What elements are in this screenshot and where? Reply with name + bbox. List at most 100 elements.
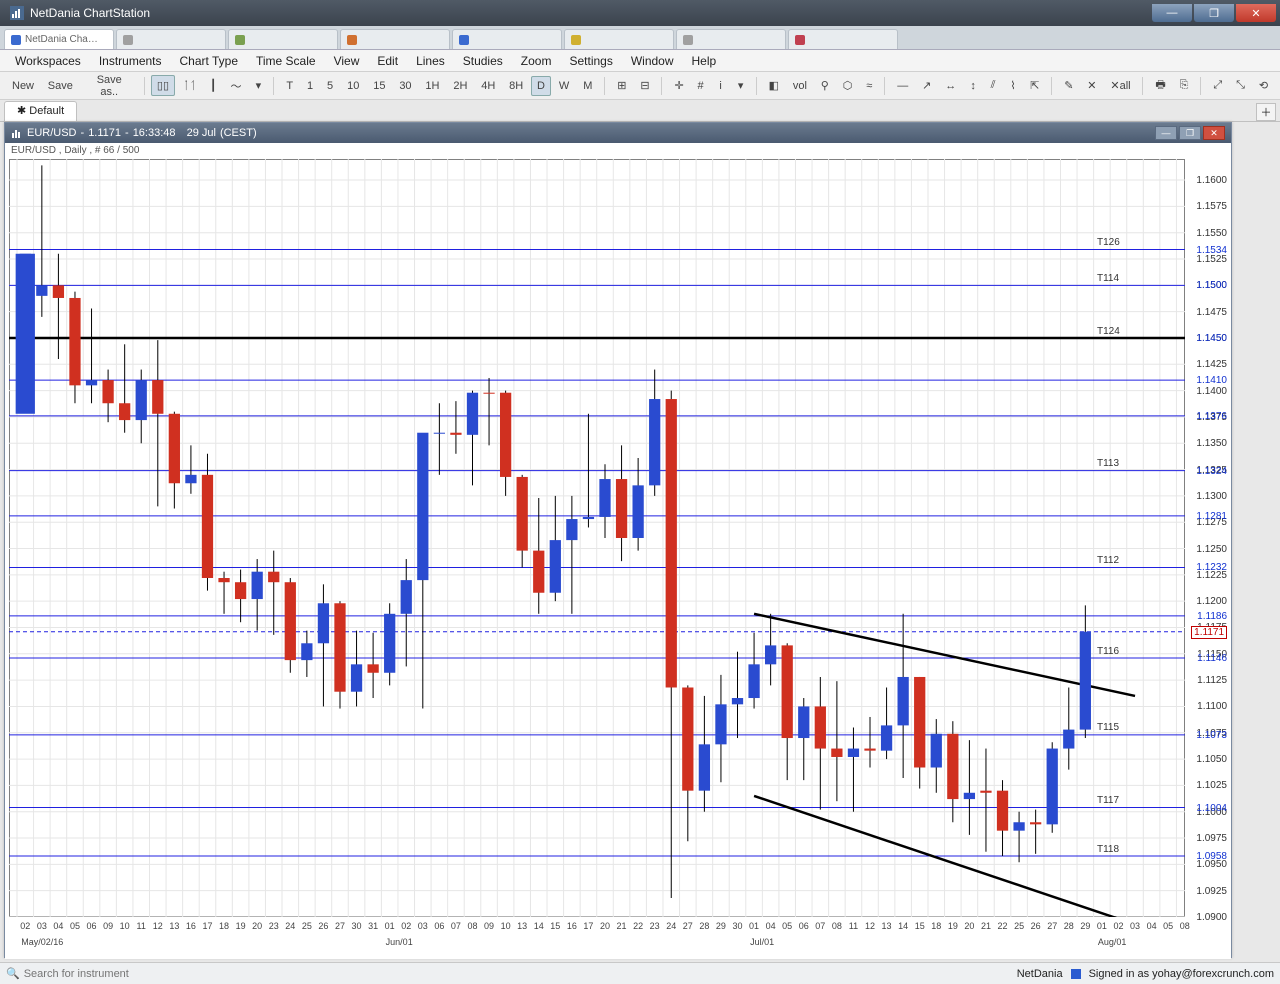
- toolbar-line-2[interactable]: ↔: [939, 76, 962, 96]
- toolbar-zoom-1[interactable]: ⊟: [634, 75, 655, 96]
- browser-tab[interactable]: [564, 29, 674, 49]
- toolbar-edit-1[interactable]: ✕: [1081, 75, 1102, 96]
- window-close-button[interactable]: ✕: [1236, 4, 1276, 22]
- toolbar-edit-0[interactable]: ✎: [1058, 75, 1079, 96]
- browser-tab[interactable]: [340, 29, 450, 49]
- toolbar-study-2[interactable]: ⚲: [815, 75, 835, 96]
- x-tick-day: 02: [401, 921, 411, 931]
- x-tick-day: 01: [1097, 921, 1107, 931]
- menu-instruments[interactable]: Instruments: [90, 51, 171, 71]
- toolbar-charttype-4[interactable]: ▾: [249, 75, 267, 96]
- toolbar-charttype-1[interactable]: ᛙᛐ: [177, 76, 202, 96]
- browser-tab[interactable]: [228, 29, 338, 49]
- menu-edit[interactable]: Edit: [368, 51, 407, 71]
- toolbar-line-6[interactable]: ⇱: [1024, 75, 1045, 96]
- menu-settings[interactable]: Settings: [560, 51, 621, 71]
- toolbar-save[interactable]: Save: [42, 76, 79, 96]
- menu-help[interactable]: Help: [683, 51, 726, 71]
- toolbar-tf-5[interactable]: 5: [321, 76, 339, 96]
- browser-tab[interactable]: [116, 29, 226, 49]
- toolbar-tf-30[interactable]: 30: [393, 76, 417, 96]
- toolbar-line-4[interactable]: ⫽: [984, 75, 1002, 96]
- app-icon: [10, 6, 24, 20]
- menu-window[interactable]: Window: [622, 51, 683, 71]
- toolbar-zoom-0[interactable]: ⊞: [611, 75, 632, 96]
- y-tick: 1.1475: [1196, 307, 1227, 318]
- x-tick-day: 16: [186, 921, 196, 931]
- menu-studies[interactable]: Studies: [454, 51, 512, 71]
- toolbar-tf-8H[interactable]: 8H: [503, 76, 529, 96]
- toolbar-study-1[interactable]: vol: [787, 76, 813, 96]
- y-tick: 1.1550: [1196, 228, 1227, 239]
- toolbar-line-1[interactable]: ↗: [916, 75, 937, 96]
- toolbar-cursor-0[interactable]: ✛: [668, 75, 689, 96]
- toolbar-study-3[interactable]: ⬡: [837, 75, 859, 96]
- toolbar-tf-D[interactable]: D: [531, 76, 551, 96]
- toolbar-nav-2[interactable]: ⟲: [1253, 75, 1274, 96]
- window-titlebar: NetDania ChartStation — ❐ ✕: [0, 0, 1280, 26]
- y-tick: 1.1400: [1196, 386, 1227, 397]
- chart-body[interactable]: EUR/USD , Daily , # 66 / 500 1.16001.157…: [5, 143, 1231, 959]
- x-tick-day: 07: [815, 921, 825, 931]
- x-tick-day: 18: [931, 921, 941, 931]
- toolbar-cursor-3[interactable]: ▾: [732, 75, 750, 96]
- toolbar-study-4[interactable]: ≈: [860, 76, 878, 96]
- toolbar-charttype-3[interactable]: 〜: [224, 74, 247, 98]
- toolbar-new[interactable]: New: [6, 76, 40, 96]
- x-tick-day: 21: [981, 921, 991, 931]
- toolbar-cursor-1[interactable]: #: [692, 76, 710, 96]
- toolbar-tf-W[interactable]: W: [553, 76, 575, 96]
- toolbar-study-0[interactable]: ◧: [763, 75, 785, 96]
- chart-plot[interactable]: [9, 159, 1185, 917]
- toolbar-tf-10[interactable]: 10: [341, 76, 365, 96]
- hline-label: T113: [1097, 458, 1119, 469]
- toolbar-tf-4H[interactable]: 4H: [475, 76, 501, 96]
- x-tick-day: 31: [368, 921, 378, 931]
- x-tick-day: 30: [732, 921, 742, 931]
- toolbar-nav-1[interactable]: ⤡: [1230, 75, 1251, 96]
- toolbar-tf-1H[interactable]: 1H: [419, 76, 445, 96]
- toolbar-line-0[interactable]: —: [891, 76, 914, 96]
- menu-zoom[interactable]: Zoom: [512, 51, 561, 71]
- workspace-add-button[interactable]: ＋: [1256, 103, 1276, 121]
- chart-minimize-button[interactable]: —: [1155, 126, 1177, 140]
- toolbar-tf-T[interactable]: T: [280, 76, 299, 96]
- chart-close-button[interactable]: ✕: [1203, 126, 1225, 140]
- y-tick-line: 1.1186: [1197, 611, 1227, 622]
- toolbar-tf-M[interactable]: M: [577, 76, 598, 96]
- menu-workspaces[interactable]: Workspaces: [6, 51, 90, 71]
- browser-tab[interactable]: [676, 29, 786, 49]
- x-tick-day: 11: [137, 921, 146, 931]
- y-tick-line: 1.1376: [1196, 411, 1227, 422]
- chart-restore-button[interactable]: ❐: [1179, 126, 1201, 140]
- toolbar-tf-2H[interactable]: 2H: [447, 76, 473, 96]
- toolbar-export-0[interactable]: 🖶: [1149, 72, 1171, 99]
- toolbar-cursor-2[interactable]: i: [712, 76, 730, 96]
- toolbar-tf-1[interactable]: 1: [301, 76, 319, 96]
- menu-time-scale[interactable]: Time Scale: [247, 51, 325, 71]
- toolbar-charttype-0[interactable]: ▯▯: [151, 75, 175, 96]
- toolbar-tf-15[interactable]: 15: [367, 76, 391, 96]
- y-tick-line: 1.1073: [1196, 730, 1227, 741]
- toolbar-line-3[interactable]: ↕: [964, 76, 982, 96]
- menu-view[interactable]: View: [325, 51, 369, 71]
- workspace-tab-default[interactable]: ✱ Default: [4, 101, 77, 121]
- toolbar-saveas[interactable]: Save as..: [81, 70, 138, 102]
- search-input[interactable]: [24, 968, 204, 980]
- toolbar-line-5[interactable]: ⌇: [1004, 75, 1022, 96]
- window-minimize-button[interactable]: —: [1152, 4, 1192, 22]
- menu-chart-type[interactable]: Chart Type: [171, 51, 247, 71]
- toolbar-edit-2[interactable]: ✕all: [1104, 75, 1136, 96]
- window-maximize-button[interactable]: ❐: [1194, 4, 1234, 22]
- x-axis-months: May/02/16Jun/01Jul/01Aug/01: [9, 937, 1185, 949]
- x-tick-day: 26: [318, 921, 328, 931]
- toolbar-nav-0[interactable]: ⤢: [1207, 75, 1228, 96]
- browser-tab[interactable]: [452, 29, 562, 49]
- browser-tab[interactable]: [788, 29, 898, 49]
- x-tick-day: 25: [302, 921, 312, 931]
- y-tick: 1.1025: [1196, 780, 1227, 791]
- menu-lines[interactable]: Lines: [407, 51, 454, 71]
- browser-tab[interactable]: NetDania Cha…: [4, 29, 114, 49]
- toolbar-export-1[interactable]: ⎘: [1174, 75, 1195, 96]
- toolbar-charttype-2[interactable]: ┃: [204, 75, 223, 96]
